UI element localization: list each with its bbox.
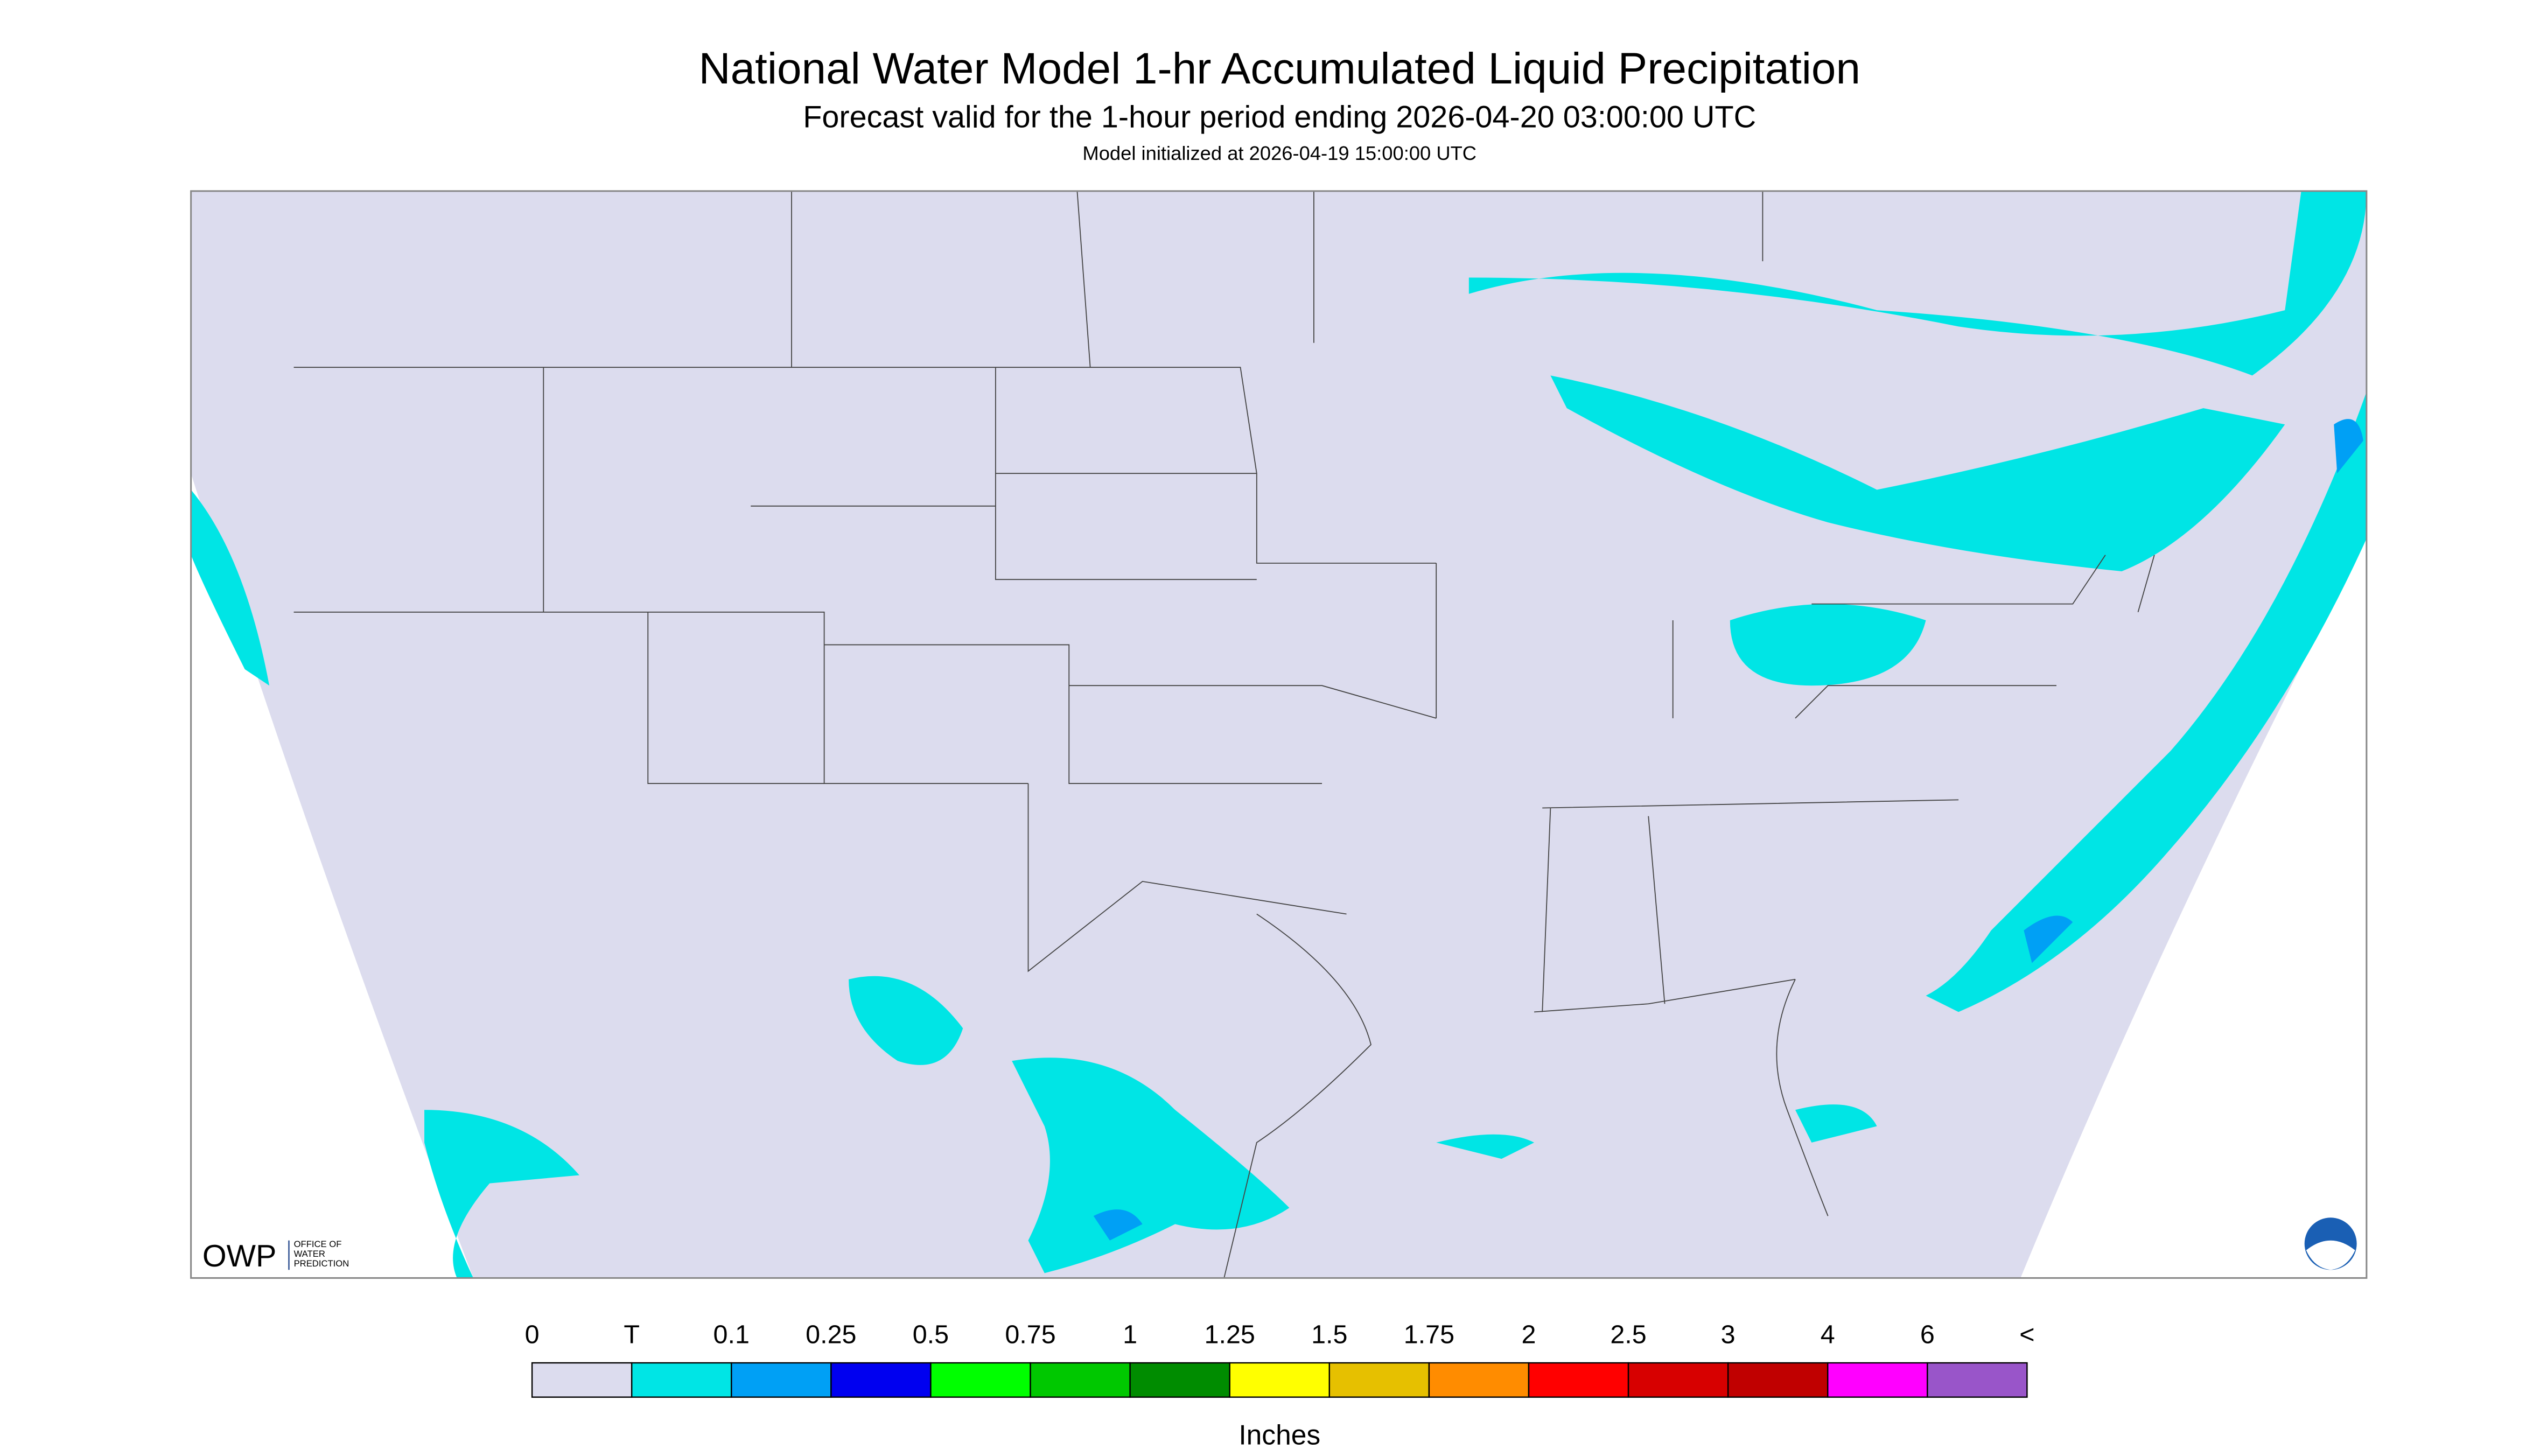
legend-label: 1.75 (1404, 1320, 1454, 1349)
logo-abbr: OWP (202, 1239, 277, 1273)
legend-swatch (1030, 1362, 1131, 1398)
precip-areas (191, 191, 2367, 1278)
legend-label: 0.1 (713, 1320, 750, 1349)
legend-label: 0.75 (1005, 1320, 1055, 1349)
model-domain (191, 191, 2367, 1278)
legend-swatch (631, 1362, 732, 1398)
precip-heavier (1093, 419, 2363, 1241)
legend-label: 4 (1821, 1320, 1835, 1349)
legend-label: 0.25 (806, 1320, 856, 1349)
legend-label: 0 (525, 1320, 540, 1349)
legend-swatch (531, 1362, 633, 1398)
legend-label: 1.25 (1205, 1320, 1255, 1349)
legend-swatch (830, 1362, 932, 1398)
legend-swatch (930, 1362, 1031, 1398)
boundaries (293, 191, 2155, 1278)
legend-swatch (1927, 1362, 2028, 1398)
legend-label: 0.5 (913, 1320, 949, 1349)
legend-unit: Inches (1238, 1419, 1320, 1451)
legend-swatch (731, 1362, 832, 1398)
title: National Water Model 1-hr Accumulated Li… (699, 44, 1860, 93)
logo-name: WATER (294, 1249, 325, 1259)
noaa-logo (2304, 1217, 2357, 1270)
map-frame (190, 190, 2368, 1279)
init-time: Model initialized at 2026-04-19 15:00:00… (1082, 142, 1477, 164)
legend-label: 6 (1920, 1320, 1935, 1349)
legend-swatch (1129, 1362, 1230, 1398)
legend-swatch (1727, 1362, 1829, 1398)
legend-label: 3 (1721, 1320, 1736, 1349)
owp-logo: OWP OFFICE OF WATER PREDICTION (202, 1239, 349, 1273)
legend-swatch (1428, 1362, 1530, 1398)
legend-label: < (2019, 1320, 2034, 1349)
legend-swatch (1328, 1362, 1430, 1398)
noaa-wave (2306, 1240, 2355, 1270)
legend: 0 T 0.1 0.25 0.5 0.75 1 1.25 1.5 1.75 2 2.5 3 4 6 < (525, 1320, 2035, 1398)
legend-label: 2 (1521, 1320, 1536, 1349)
legend-label: 1 (1123, 1320, 1137, 1349)
legend-swatch (1827, 1362, 1928, 1398)
legend-label: 2.5 (1610, 1320, 1646, 1349)
map: OWP OFFICE OF WATER PREDICTION (190, 190, 2368, 1279)
subtitle: Forecast valid for the 1-hour period end… (803, 100, 1756, 135)
legend-label: T (624, 1320, 640, 1349)
logo-name: OFFICE OF (294, 1239, 342, 1249)
legend-swatch (1627, 1362, 1729, 1398)
legend-label: 1.5 (1311, 1320, 1347, 1349)
legend-swatch (1528, 1362, 1629, 1398)
logo-name: PREDICTION (294, 1258, 349, 1269)
legend-swatch (1229, 1362, 1331, 1398)
